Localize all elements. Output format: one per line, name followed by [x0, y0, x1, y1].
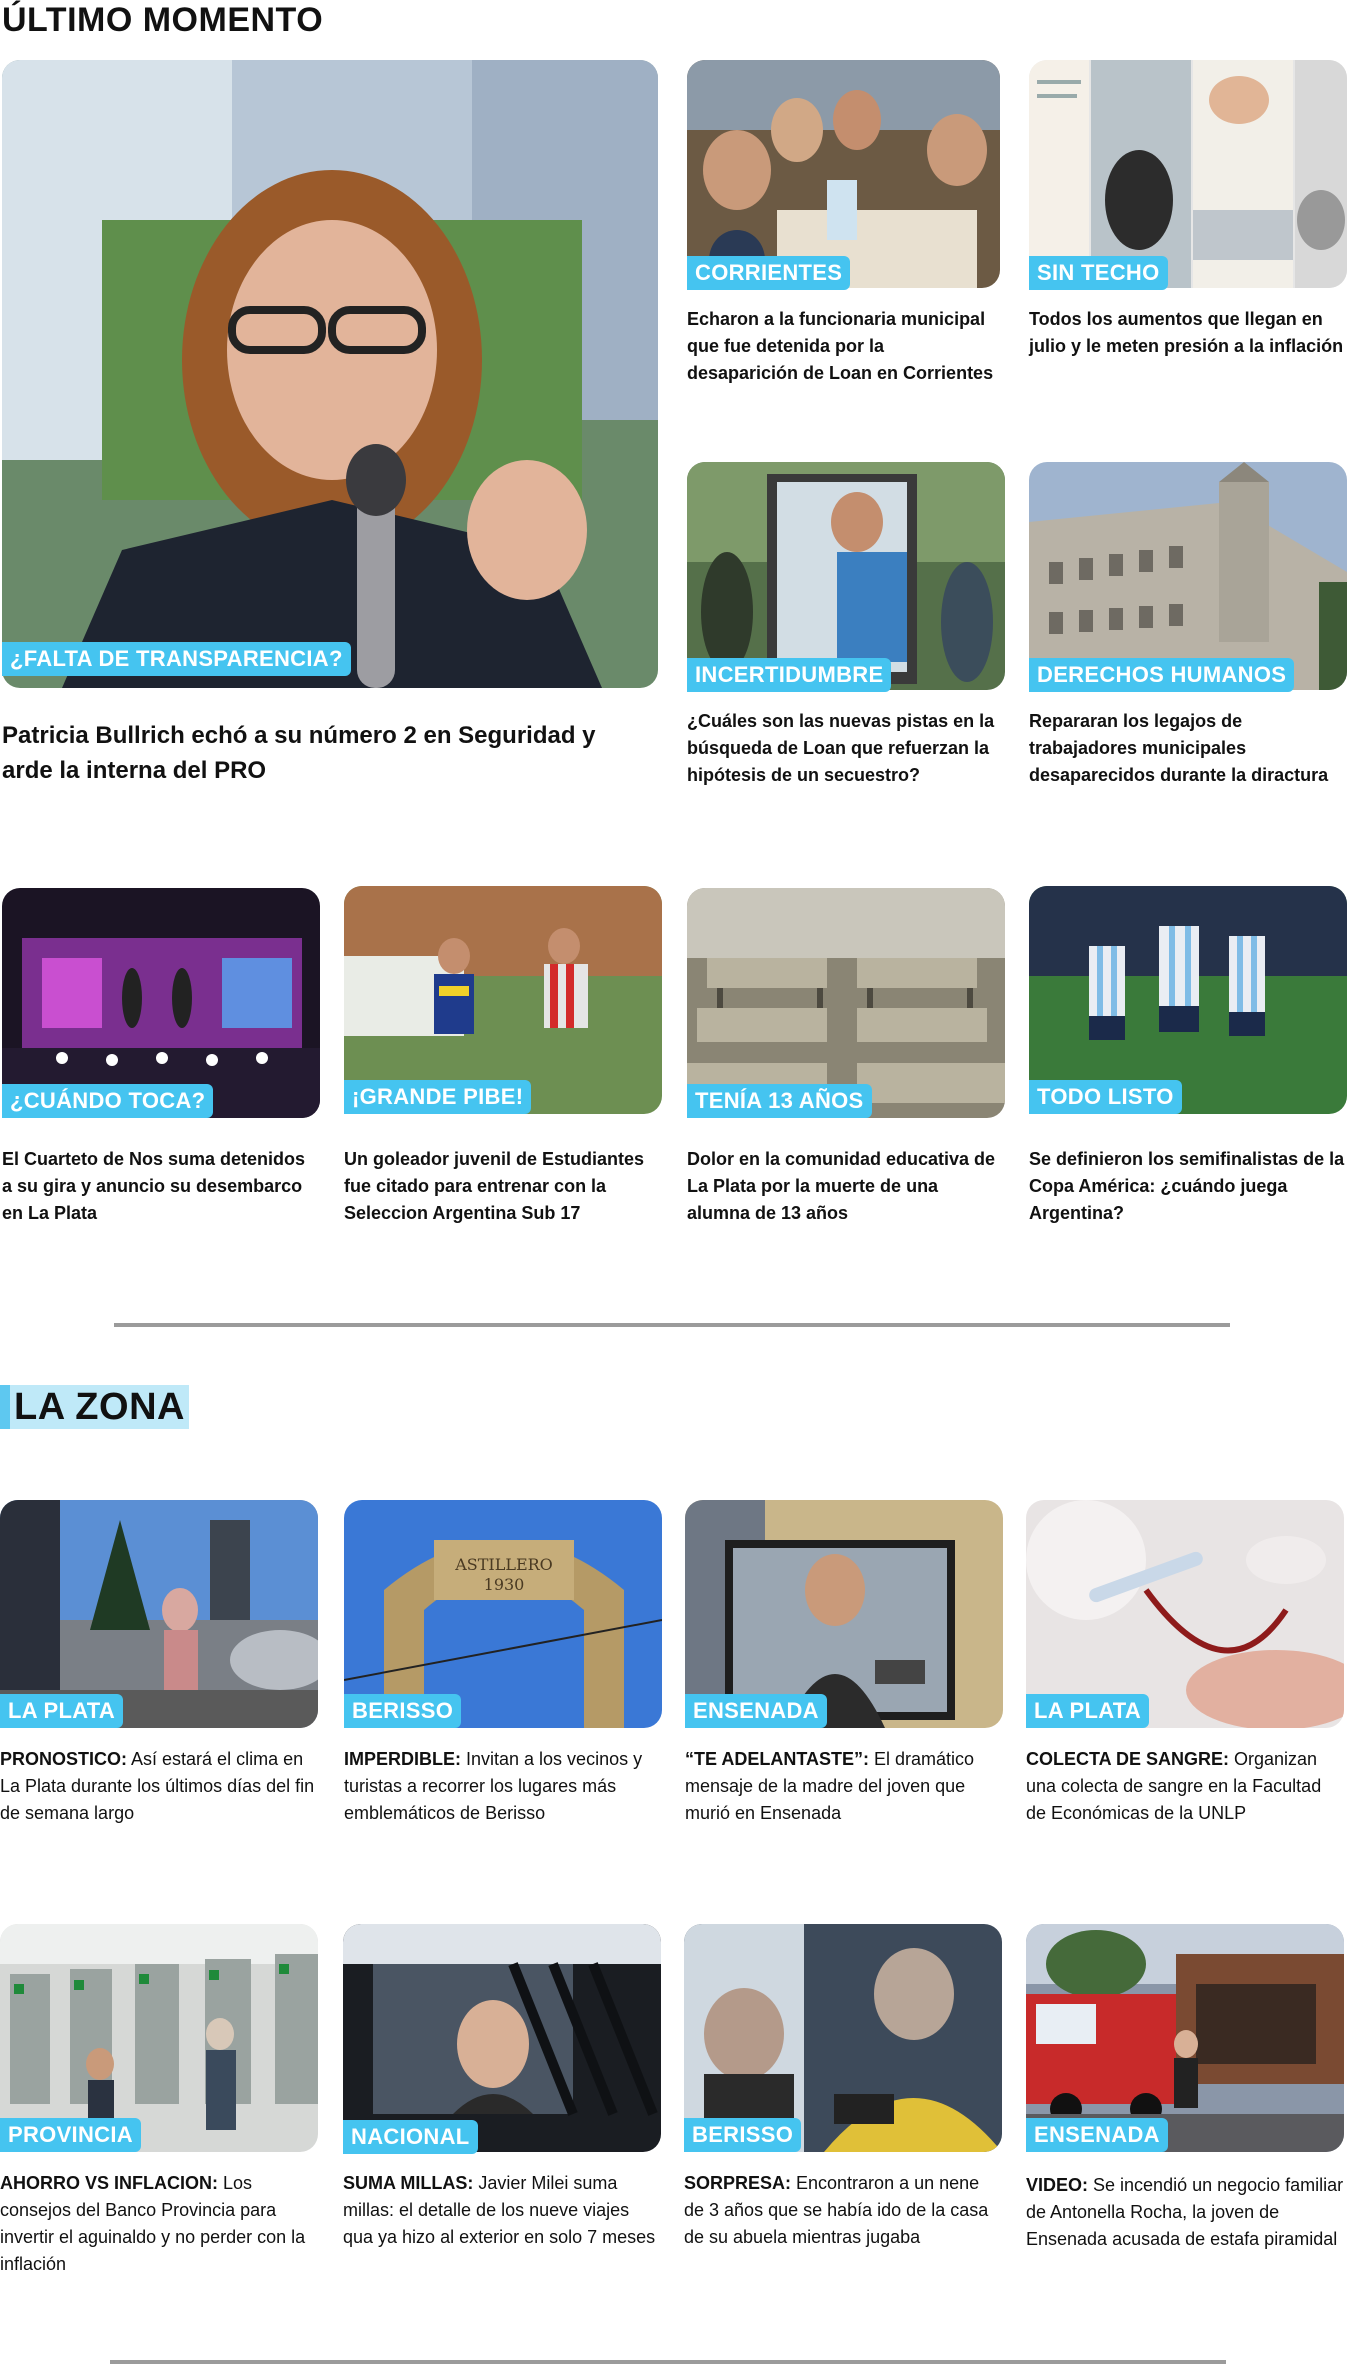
news-tag[interactable]: LA PLATA: [1026, 1694, 1150, 1728]
news-tag[interactable]: BERISSO: [684, 2118, 802, 2152]
news-tag[interactable]: DERECHOS HUMANOS: [1029, 658, 1295, 692]
news-tag[interactable]: SIN TECHO: [1029, 256, 1168, 290]
news-headline[interactable]: COLECTA DE SANGRE: Organizan una colecta…: [1026, 1746, 1344, 1827]
news-tag[interactable]: ENSENADA: [685, 1694, 827, 1728]
news-image[interactable]: [687, 888, 1005, 1118]
zona-news-card[interactable]: LA PLATA COLECTA DE SANGRE: Organizan un…: [1026, 1500, 1344, 1880]
section-title-text: LA ZONA: [10, 1385, 189, 1429]
zona-news-card[interactable]: ENSENADA “TE ADELANTASTE”: El dramático …: [685, 1500, 1003, 1880]
news-card[interactable]: INCERTIDUMBRE ¿Cuáles son las nuevas pis…: [687, 462, 1005, 822]
headline-text: Javier Milei suma millas: el detalle de …: [343, 2173, 656, 2247]
headline-text: Encontraron a un nene de 3 años que se h…: [684, 2173, 989, 2247]
news-tag[interactable]: INCERTIDUMBRE: [687, 658, 892, 692]
zona-news-card[interactable]: BERISSO SORPRESA: Encontraron a un nene …: [684, 1924, 1002, 2284]
zona-news-card[interactable]: ASTILLERO 1930 BERISSO IMPERDIBLE: Invit…: [344, 1500, 662, 1880]
news-headline[interactable]: ¿Cuáles son las nuevas pistas en la búsq…: [687, 711, 995, 785]
news-headline[interactable]: PRONOSTICO: Así estará el clima en La Pl…: [0, 1746, 318, 1827]
news-image[interactable]: [1026, 1924, 1344, 2152]
news-headline[interactable]: El Cuarteto de Nos suma detenidos a su g…: [2, 1149, 306, 1223]
news-tag[interactable]: ENSENADA: [1026, 2118, 1168, 2152]
news-card[interactable]: DERECHOS HUMANOS Repararan los legajos d…: [1029, 462, 1347, 822]
news-card[interactable]: ¡GRANDE PIBE! Un goleador juvenil de Est…: [344, 886, 662, 1258]
news-image[interactable]: [684, 1924, 1002, 2152]
news-image[interactable]: [0, 1500, 318, 1728]
zona-news-card[interactable]: ENSENADA VIDEO: Se incendió un negocio f…: [1026, 1924, 1344, 2284]
news-image[interactable]: [0, 1924, 318, 2152]
headline-kicker: PRONOSTICO:: [0, 1749, 128, 1769]
lead-news-card[interactable]: ¿FALTA DE TRANSPARENCIA? Patricia Bullri…: [2, 60, 658, 800]
news-card[interactable]: TENÍA 13 AÑOS Dolor en la comunidad educ…: [687, 888, 1005, 1258]
headline-text: Así estará el clima en La Plata durante …: [0, 1749, 315, 1823]
headline-text: Los consejos del Banco Provincia para in…: [0, 2173, 306, 2274]
news-card[interactable]: SIN TECHO Todos los aumentos que llegan …: [1029, 60, 1347, 420]
news-tag[interactable]: TENÍA 13 AÑOS: [687, 1084, 872, 1118]
news-image[interactable]: ASTILLERO 1930: [344, 1500, 662, 1728]
news-tag[interactable]: CORRIENTES: [687, 256, 851, 290]
news-image[interactable]: [687, 60, 1000, 288]
section-title-la-zona: LA ZONA: [0, 1385, 189, 1429]
headline-kicker: SUMA MILLAS:: [343, 2173, 474, 2193]
news-card[interactable]: CORRIENTES Echaron a la funcionaria muni…: [687, 60, 1000, 420]
news-headline[interactable]: “TE ADELANTASTE”: El dramático mensaje d…: [685, 1746, 1003, 1827]
news-tag[interactable]: ¿CUÁNDO TOCA?: [2, 1084, 214, 1118]
news-image[interactable]: [1029, 462, 1347, 690]
news-tag[interactable]: ¡GRANDE PIBE!: [344, 1080, 532, 1114]
section-divider: [114, 1323, 1230, 1327]
section-title-ultimo-momento: ÚLTIMO MOMENTO: [2, 1, 324, 39]
headline-text: Invitan a los vecinos y turistas a recor…: [344, 1749, 643, 1823]
news-card[interactable]: TODO LISTO Se definieron los semifinalis…: [1029, 886, 1347, 1258]
news-headline[interactable]: Dolor en la comunidad educativa de La Pl…: [687, 1149, 996, 1223]
lead-news-tag[interactable]: ¿FALTA DE TRANSPARENCIA?: [2, 642, 351, 676]
headline-text: Se incendió un negocio familiar de Anton…: [1026, 2175, 1344, 2249]
news-image[interactable]: [1029, 886, 1347, 1114]
headline-kicker: COLECTA DE SANGRE:: [1026, 1749, 1230, 1769]
news-image[interactable]: [1026, 1500, 1344, 1728]
headline-kicker: SORPRESA:: [684, 2173, 792, 2193]
news-image[interactable]: [343, 1924, 661, 2152]
news-tag[interactable]: PROVINCIA: [0, 2118, 141, 2152]
news-tag[interactable]: NACIONAL: [343, 2120, 478, 2154]
headline-text: Organizan una colecta de sangre en la Fa…: [1026, 1749, 1322, 1823]
news-image[interactable]: [344, 886, 662, 1114]
news-headline[interactable]: SORPRESA: Encontraron a un nene de 3 año…: [684, 2170, 1002, 2251]
news-headline[interactable]: Echaron a la funcionaria municipal que f…: [687, 309, 994, 383]
news-headline[interactable]: VIDEO: Se incendió un negocio familiar d…: [1026, 2172, 1344, 2253]
news-image[interactable]: [687, 462, 1005, 690]
headline-kicker: VIDEO:: [1026, 2175, 1089, 2195]
svg-text:ASTILLERO: ASTILLERO: [454, 1555, 553, 1574]
headline-kicker: IMPERDIBLE:: [344, 1749, 461, 1769]
news-image[interactable]: [1029, 60, 1347, 288]
headline-kicker: “TE ADELANTASTE”:: [685, 1749, 869, 1769]
news-headline[interactable]: SUMA MILLAS: Javier Milei suma millas: e…: [343, 2170, 661, 2251]
news-tag[interactable]: LA PLATA: [0, 1694, 124, 1728]
news-tag[interactable]: TODO LISTO: [1029, 1080, 1182, 1114]
zona-news-card[interactable]: NACIONAL SUMA MILLAS: Javier Milei suma …: [343, 1924, 661, 2284]
news-headline[interactable]: IMPERDIBLE: Invitan a los vecinos y turi…: [344, 1746, 662, 1827]
section-divider: [110, 2360, 1226, 2364]
headline-kicker: AHORRO VS INFLACION:: [0, 2173, 218, 2193]
news-headline[interactable]: AHORRO VS INFLACION: Los consejos del Ba…: [0, 2170, 320, 2278]
news-image[interactable]: [685, 1500, 1003, 1728]
lead-news-headline[interactable]: Patricia Bullrich echó a su número 2 en …: [2, 722, 596, 784]
headline-text: El dramático mensaje de la madre del jov…: [685, 1749, 975, 1823]
lead-news-image[interactable]: [2, 60, 658, 688]
zona-news-card[interactable]: LA PLATA PRONOSTICO: Así estará el clima…: [0, 1500, 318, 1880]
news-headline[interactable]: Repararan los legajos de trabajadores mu…: [1029, 711, 1329, 785]
news-headline[interactable]: Un goleador juvenil de Estudiantes fue c…: [344, 1149, 645, 1223]
section-accent-bar: [0, 1385, 10, 1429]
news-tag[interactable]: BERISSO: [344, 1694, 462, 1728]
svg-text:1930: 1930: [484, 1575, 525, 1594]
news-headline[interactable]: Se definieron los semifinalistas de la C…: [1029, 1149, 1345, 1223]
zona-news-card[interactable]: PROVINCIA AHORRO VS INFLACION: Los conse…: [0, 1924, 320, 2284]
news-card[interactable]: ¿CUÁNDO TOCA? El Cuarteto de Nos suma de…: [2, 888, 320, 1258]
news-headline[interactable]: Todos los aumentos que llegan en julio y…: [1029, 309, 1344, 356]
